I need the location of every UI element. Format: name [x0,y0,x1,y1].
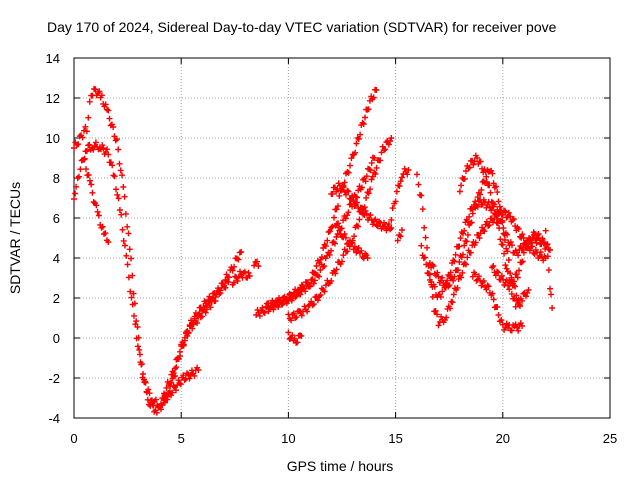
y-tick-label: 12 [46,91,60,106]
series-trace1 [71,85,232,416]
x-tick-label: 0 [70,431,77,446]
series-trace21 [542,227,556,311]
data-point-markers [542,227,556,311]
series-trace11 [328,180,395,234]
y-tick-label: 10 [46,131,60,146]
y-tick-label: 2 [53,291,60,306]
series-trace19 [469,269,526,334]
y-tick-label: -4 [48,411,60,426]
data-point-markers [229,268,253,288]
series-trace20 [489,229,547,293]
grid [74,58,610,418]
y-tick-label: 6 [53,211,60,226]
series-trace3 [81,155,112,245]
data-point-markers [426,167,523,309]
data-point-markers [328,180,395,234]
series-trace8 [264,86,380,311]
x-tick-label: 5 [178,431,185,446]
series-trace5 [229,268,253,288]
data-point-markers [388,165,412,223]
data-point-markers [161,249,245,398]
data-points [71,85,556,416]
data-point-markers [285,329,305,346]
x-tick-label: 25 [603,431,617,446]
data-point-markers [418,196,553,301]
plot-frame [73,57,611,419]
data-point-markers [71,85,232,416]
x-axis-label: GPS time / hours [287,458,394,474]
data-point-markers [81,155,112,245]
series-trace16 [418,196,553,301]
y-tick-label: 4 [53,251,60,266]
data-point-markers [332,220,371,262]
series-trace13 [388,165,412,223]
data-point-markers [469,269,526,334]
tick-labels: 0 5 10 15 20 25 -4 -2 0 2 4 6 8 10 12 14 [46,51,618,446]
y-tick-label: 8 [53,171,60,186]
data-point-markers [251,258,262,269]
data-point-markers [264,86,380,311]
series-trace4 [161,249,245,398]
data-point-markers [456,152,532,310]
series-trace18 [456,152,532,310]
data-point-markers [71,139,202,411]
series-trace17 [426,167,523,309]
series-trace14 [394,227,405,244]
chart-title: Day 170 of 2024, Sidereal Day-to-day VTE… [47,19,557,35]
x-tick-label: 15 [388,431,402,446]
y-axis-label: SDTVAR / TECUs [7,182,23,294]
data-point-markers [394,227,405,244]
data-point-markers [285,135,395,324]
series-trace2 [71,139,202,411]
y-tick-label: 14 [46,51,60,66]
x-tick-label: 20 [496,431,510,446]
y-tick-label: 0 [53,331,60,346]
axis-ticks [73,57,611,419]
series-trace12 [332,220,371,262]
y-tick-label: -2 [48,371,60,386]
series-trace6 [251,258,262,269]
data-point-markers [489,229,547,293]
series-trace10 [285,329,305,346]
x-tick-label: 10 [281,431,295,446]
series-trace9 [285,135,395,324]
